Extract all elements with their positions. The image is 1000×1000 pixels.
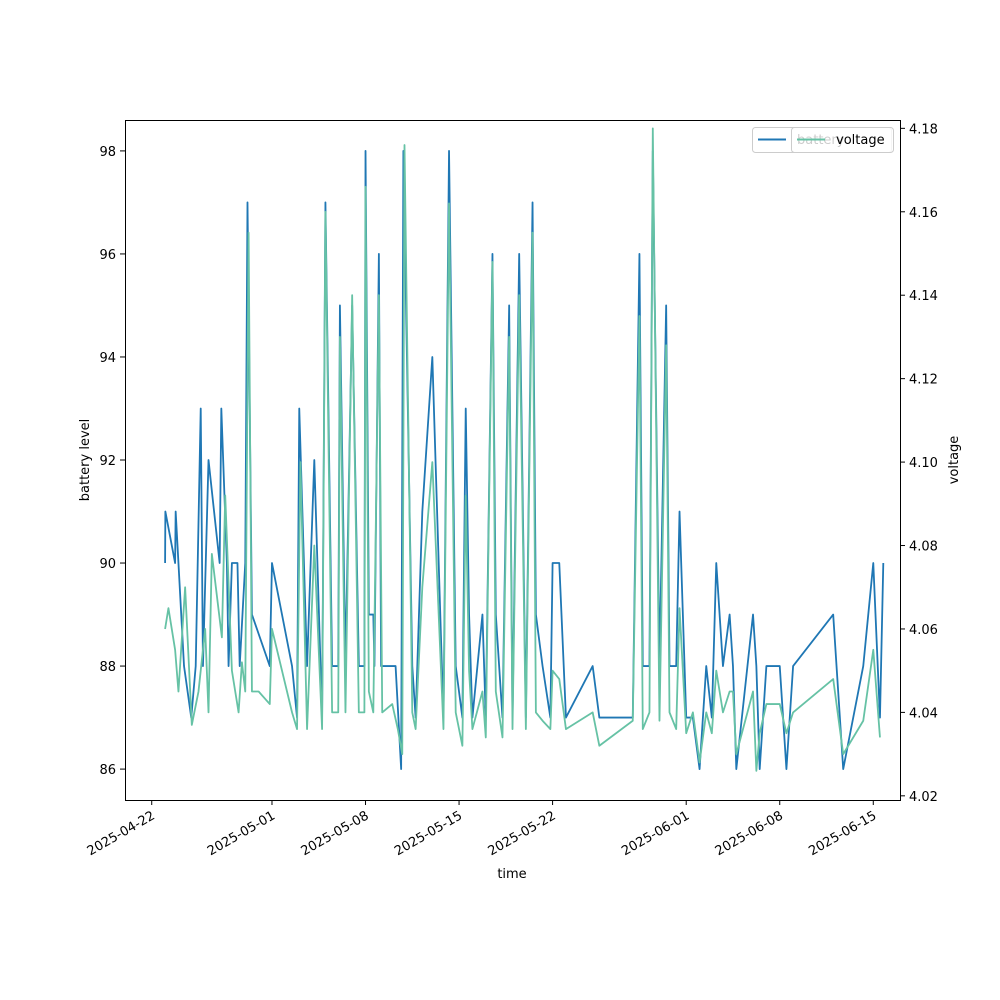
x-tick-label: 2025-06-08: [713, 808, 786, 859]
left-axis-ticks: 86 88 90 92 94 96 98: [99, 145, 125, 778]
x-tick-label: 2025-04-22: [85, 808, 158, 859]
left-axis-title: battery level: [78, 419, 93, 502]
right-tick-label: 4.18: [909, 122, 938, 137]
plot-frame: [125, 120, 901, 801]
right-tick-label: 4.10: [909, 456, 938, 471]
left-tick-label: 86: [99, 763, 116, 778]
right-tick-label: 4.12: [909, 373, 938, 388]
x-tick-label: 2025-05-22: [486, 808, 559, 859]
series-line-voltage: [164, 127, 881, 772]
x-axis-ticks: 2025-04-22 2025-05-01 2025-05-08 2025-05-15…: [85, 800, 879, 859]
right-tick-label: 4.08: [909, 540, 938, 555]
legend-label-voltage: voltage: [836, 133, 885, 148]
right-axis-ticks: 4.02 4.04 4.06 4.08 4.10 4.12 4.14 4.16 4.18: [900, 122, 938, 805]
x-tick-label: 2025-05-08: [299, 808, 372, 859]
series-layer: [164, 127, 885, 772]
x-tick-label: 2025-05-15: [392, 808, 465, 859]
x-axis-title: time: [497, 867, 526, 882]
right-tick-label: 4.06: [909, 623, 938, 638]
legend-box-voltage: [791, 127, 894, 153]
x-tick-label: 2025-06-01: [619, 808, 692, 859]
left-tick-label: 90: [99, 557, 116, 572]
x-tick-label: 2025-05-01: [205, 808, 278, 859]
left-tick-label: 92: [99, 454, 116, 469]
legend: batteryvoltage: [752, 127, 894, 153]
right-tick-label: 4.16: [909, 206, 938, 221]
right-tick-label: 4.14: [909, 289, 938, 304]
right-tick-label: 4.02: [909, 790, 938, 805]
left-tick-label: 94: [99, 351, 116, 366]
right-tick-label: 4.04: [909, 706, 938, 721]
left-tick-label: 88: [99, 660, 116, 675]
right-axis-title: voltage: [947, 436, 962, 485]
left-tick-label: 98: [99, 145, 116, 160]
x-tick-label: 2025-06-15: [806, 808, 879, 859]
left-tick-label: 96: [99, 248, 116, 263]
